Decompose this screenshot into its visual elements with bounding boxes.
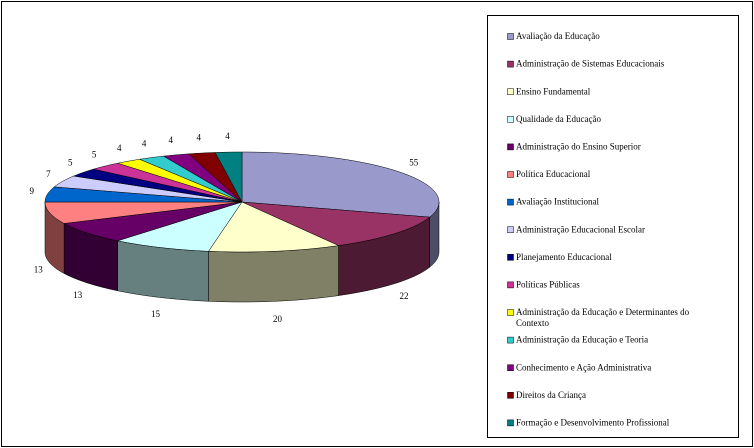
- slice-side: [208, 245, 339, 303]
- legend-label: Qualidade da Educação: [516, 114, 601, 124]
- slice: [63, 201, 243, 242]
- legend-box: [487, 15, 739, 438]
- legend-label: Planejamento Educacional: [516, 252, 612, 262]
- legend-label: Administração da Educação e Determinante…: [516, 307, 690, 328]
- legend-label: Avaliação da Educação: [516, 31, 600, 41]
- data-label: 22: [399, 291, 408, 301]
- legend-swatch: [507, 281, 514, 289]
- data-label: 5: [92, 149, 97, 159]
- legend-swatch: [507, 143, 514, 151]
- slice: [53, 175, 243, 203]
- legend-label: Políticas Públicas: [516, 279, 580, 289]
- legend-label: Avaliação Institucional: [516, 197, 600, 207]
- data-label: 20: [273, 314, 283, 324]
- legend-swatch: [507, 116, 514, 123]
- legend-label: Administração Educacional Escolar: [516, 224, 645, 234]
- slice: [44, 201, 243, 224]
- slice: [117, 159, 243, 203]
- legend-swatch: [507, 336, 514, 344]
- legend-swatch: [507, 198, 514, 206]
- slice: [188, 152, 243, 203]
- legend-swatch: [507, 364, 514, 371]
- legend-label: Conhecimento e Ação Administrativa: [516, 362, 651, 372]
- slice: [241, 151, 440, 218]
- data-label: 4: [142, 138, 147, 148]
- slice: [117, 201, 243, 252]
- data-label: 4: [196, 132, 201, 142]
- slice: [72, 168, 243, 203]
- data-label: 13: [34, 264, 44, 274]
- slice: [138, 155, 243, 203]
- legend-label: Administração do Ensino Superior: [516, 141, 641, 151]
- slice: [214, 151, 243, 203]
- legend-swatch: [507, 309, 514, 316]
- data-label: 7: [46, 169, 51, 179]
- slice: [241, 201, 431, 246]
- data-label: 9: [29, 186, 34, 196]
- data-label: 5: [68, 158, 73, 168]
- data-label: 55: [409, 158, 419, 168]
- slice: [93, 162, 243, 203]
- legend-label: Política Educacional: [516, 169, 591, 179]
- legend-label: Administração da Educação e Teoria: [516, 335, 648, 345]
- legend-swatch: [507, 33, 514, 40]
- data-label: 13: [73, 290, 83, 300]
- data-label: 4: [225, 131, 230, 141]
- data-label: 4: [117, 143, 122, 153]
- legend-swatch: [507, 88, 514, 95]
- legend-swatch: [507, 419, 514, 427]
- legend-label: Direitos da Criança: [516, 390, 586, 400]
- legend-swatch: [507, 60, 514, 68]
- slice: [208, 201, 340, 253]
- legend-swatch: [507, 171, 514, 178]
- legend-swatch: [507, 392, 514, 399]
- legend-swatch: [507, 254, 514, 261]
- data-label: 4: [169, 135, 174, 145]
- legend-swatch: [507, 226, 514, 233]
- legend-label: Administração de Sistemas Educacionais: [516, 59, 665, 69]
- data-label: 15: [151, 309, 161, 319]
- slice: [162, 153, 243, 203]
- legend-label: Formação e Desenvolvimento Profissional: [516, 417, 670, 427]
- legend-label: Ensino Fundamental: [516, 86, 591, 96]
